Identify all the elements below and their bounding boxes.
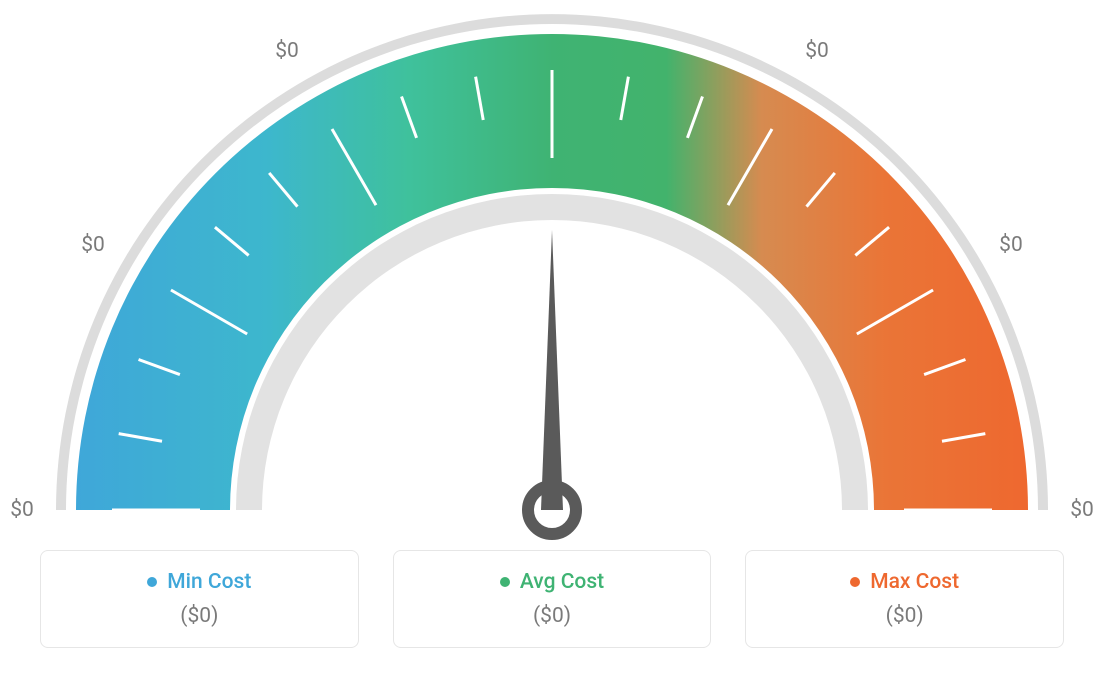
legend-card-max: Max Cost ($0) [745,550,1064,648]
gauge-svg [0,0,1104,560]
legend-dot-max [850,577,860,587]
cost-gauge-container: $0$0$0$0$0$0$0 Min Cost ($0) Avg Cost ($… [0,0,1104,690]
legend-value-min: ($0) [180,604,218,628]
legend-row: Min Cost ($0) Avg Cost ($0) Max Cost ($0… [0,550,1104,648]
legend-value-avg: ($0) [533,604,571,628]
legend-title-avg: Avg Cost [500,570,604,594]
legend-dot-min [147,577,157,587]
legend-card-avg: Avg Cost ($0) [393,550,712,648]
gauge-scale-label: $0 [805,39,829,63]
legend-title-min: Min Cost [147,570,251,594]
legend-value-max: ($0) [886,604,924,628]
gauge-scale-label: $0 [999,233,1023,257]
gauge-scale-label: $0 [1070,498,1094,522]
gauge-scale-label: $0 [10,498,34,522]
legend-label-min: Min Cost [167,570,251,594]
legend-label-max: Max Cost [870,570,959,594]
gauge-scale-label: $0 [275,39,299,63]
legend-title-max: Max Cost [850,570,959,594]
legend-card-min: Min Cost ($0) [40,550,359,648]
legend-dot-avg [500,577,510,587]
gauge-chart: $0$0$0$0$0$0$0 [0,0,1104,560]
gauge-scale-label: $0 [81,233,105,257]
legend-label-avg: Avg Cost [520,570,604,594]
